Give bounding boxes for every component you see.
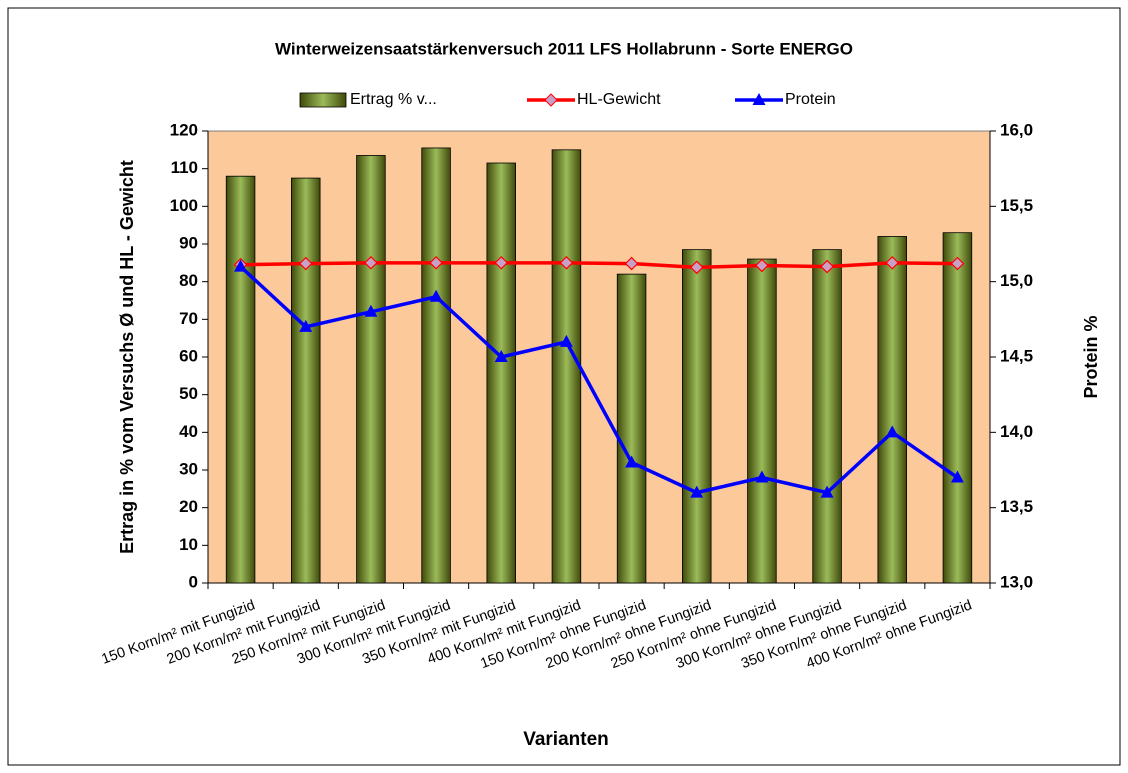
y-tick-label: 30	[179, 459, 198, 478]
bar	[225, 175, 256, 584]
bar	[551, 149, 582, 584]
legend-label: HL-Gewicht	[577, 91, 661, 108]
y-tick-label: 70	[179, 309, 198, 328]
bar	[486, 162, 516, 584]
y2-tick-label: 16,0	[1000, 120, 1033, 139]
y2-tick-label: 13,5	[1000, 497, 1033, 516]
line-marker	[820, 485, 834, 498]
bar	[421, 147, 451, 584]
bar	[812, 249, 842, 584]
line-marker	[234, 259, 248, 272]
y-tick-label: 110	[171, 158, 198, 177]
legend-marker	[752, 93, 766, 105]
y-tick-label: 90	[179, 233, 198, 252]
bar	[616, 273, 647, 584]
y-axis-title: Ertrag in % vom Versuchs Ø und HL - Gewi…	[117, 160, 137, 554]
line-marker	[429, 255, 443, 270]
line-marker	[559, 334, 573, 347]
line-marker	[494, 255, 509, 270]
line-marker	[559, 255, 574, 270]
line-marker	[820, 259, 834, 274]
y-tick-label: 100	[170, 196, 198, 215]
y2-tick-label: 14,5	[1000, 346, 1033, 365]
line-marker	[298, 256, 313, 271]
line-marker	[885, 255, 900, 270]
legend-swatch	[299, 92, 347, 108]
y-tick-label: 80	[179, 271, 198, 290]
line-marker	[950, 470, 964, 483]
y2-tick-label: 15,5	[1000, 196, 1033, 215]
line-marker	[364, 304, 378, 317]
y-tick-label: 120	[170, 120, 198, 139]
line-marker	[624, 256, 639, 271]
bar	[356, 155, 386, 584]
bar	[291, 177, 321, 584]
bar	[682, 249, 712, 584]
line-marker	[885, 425, 899, 438]
line-marker	[299, 319, 313, 332]
y2-axis-title: Protein %	[1081, 315, 1101, 398]
x-axis-title: Varianten	[523, 729, 609, 750]
chart-title: Winterweizensaatstärkenversuch 2011 LFS …	[275, 39, 853, 58]
y-tick-label: 0	[189, 572, 198, 591]
legend-label: Protein	[785, 91, 836, 108]
y2-tick-label: 14,0	[1000, 422, 1033, 441]
y2-tick-label: 15,0	[1000, 271, 1033, 290]
line	[240, 261, 958, 270]
line-marker	[364, 255, 378, 270]
legend-marker	[544, 93, 558, 107]
bar	[747, 258, 777, 584]
plot-area	[207, 130, 991, 584]
line-marker	[950, 256, 965, 271]
line-marker	[494, 350, 508, 362]
line-marker	[755, 258, 769, 273]
line-marker	[755, 470, 769, 483]
line-marker	[429, 289, 443, 302]
line-marker	[689, 260, 704, 275]
y-tick-label: 60	[179, 346, 198, 365]
line-marker	[690, 485, 704, 498]
legend-label: Ertrag % v...	[350, 91, 437, 108]
y-tick-label: 50	[179, 384, 198, 403]
bar	[877, 236, 907, 584]
line-marker	[625, 455, 639, 468]
y-tick-label: 40	[179, 422, 198, 441]
y-tick-label: 20	[179, 497, 198, 516]
y-tick-label: 10	[179, 535, 198, 554]
line	[239, 265, 959, 495]
bar	[942, 232, 973, 584]
y2-tick-label: 13,0	[1000, 572, 1033, 591]
